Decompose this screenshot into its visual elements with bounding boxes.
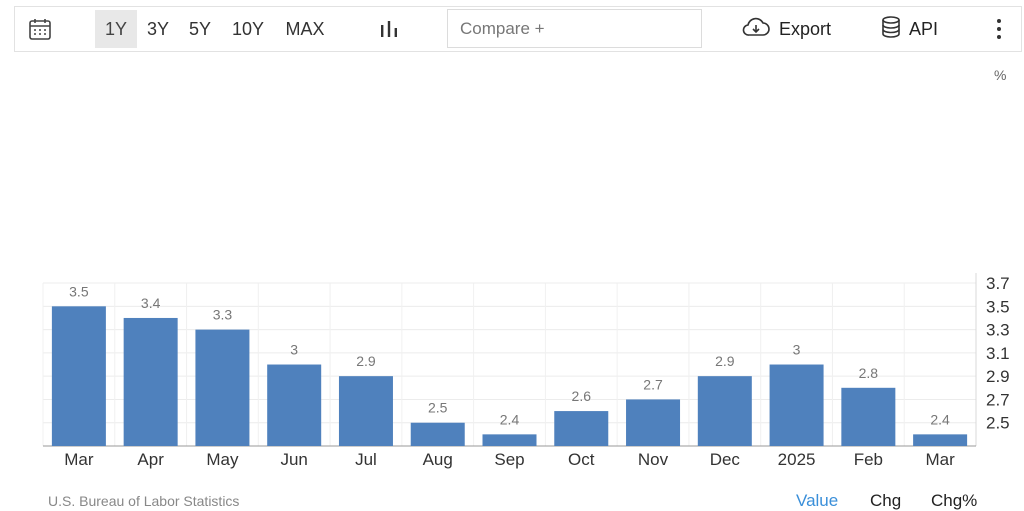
- tab-chg[interactable]: Chg: [870, 491, 902, 510]
- y-tick-label: 2.9: [986, 367, 1010, 386]
- bar: [913, 434, 968, 446]
- bar: [338, 376, 393, 446]
- data-label: 3: [290, 342, 298, 358]
- x-tick-label: May: [206, 450, 239, 469]
- bar: [123, 317, 178, 446]
- bar: [554, 411, 609, 446]
- y-unit-label: %: [994, 67, 1006, 83]
- data-label: 3: [793, 342, 801, 358]
- api-button[interactable]: API: [881, 12, 938, 46]
- x-tick-label: 2025: [778, 450, 816, 469]
- more-vertical-icon[interactable]: [991, 15, 1007, 43]
- range-max-button[interactable]: MAX: [285, 18, 325, 39]
- bar: [482, 434, 537, 446]
- data-label: 2.8: [859, 365, 879, 381]
- data-label: 2.5: [428, 400, 448, 416]
- y-tick-label: 3.7: [986, 274, 1010, 293]
- data-label: 3.4: [141, 295, 161, 311]
- y-tick-label: 3.1: [986, 344, 1010, 363]
- range-10y-button[interactable]: 10Y: [231, 18, 265, 39]
- range-1y-button[interactable]: 1Y: [95, 10, 137, 48]
- y-tick-label: 2.5: [986, 414, 1010, 433]
- x-tick-label: Mar: [64, 450, 94, 469]
- x-tick-label: Apr: [137, 450, 164, 469]
- tab-value[interactable]: Value: [796, 491, 839, 510]
- bar-chart: 3.7 3.5 3.3 3.1 2.9 2.7 2.5% 3.5 Mar 3.4 Apr 3.3 May…: [42, 67, 1010, 469]
- cloud-download-icon: [741, 16, 771, 43]
- source-label: U.S. Bureau of Labor Statistics: [48, 493, 240, 509]
- x-tick-label: Nov: [638, 450, 669, 469]
- bar-chart-icon[interactable]: [377, 17, 401, 41]
- bar: [267, 364, 322, 446]
- bar: [769, 364, 824, 446]
- x-tick-label: Feb: [854, 450, 883, 469]
- export-button[interactable]: Export: [741, 12, 831, 46]
- calendar-icon[interactable]: [27, 16, 53, 42]
- bar: [626, 399, 681, 446]
- api-label: API: [909, 18, 939, 39]
- range-5y-button[interactable]: 5Y: [188, 18, 212, 39]
- x-tick-label: Jul: [355, 450, 377, 469]
- data-label: 3.5: [69, 283, 89, 299]
- data-label: 2.7: [643, 376, 663, 392]
- data-label: 2.4: [930, 411, 950, 427]
- bar: [51, 306, 106, 446]
- x-tick-label: Aug: [423, 450, 453, 469]
- x-tick-label: Mar: [925, 450, 955, 469]
- chart-toolbar: 1Y 3Y 5Y 10Y MAX Compare + Export: [14, 6, 1022, 52]
- x-tick-label: Sep: [494, 450, 524, 469]
- y-tick-label: 2.7: [986, 390, 1010, 409]
- data-label: 3.3: [213, 307, 233, 323]
- range-3y-button[interactable]: 3Y: [146, 18, 170, 39]
- y-tick-label: 3.3: [986, 321, 1010, 340]
- bar: [697, 376, 752, 446]
- compare-input[interactable]: Compare +: [447, 9, 702, 48]
- bar: [195, 329, 250, 446]
- data-label: 2.4: [500, 411, 520, 427]
- chart-area: 3.7 3.5 3.3 3.1 2.9 2.7 2.5% 3.5 Mar 3.4 Apr 3.3 May…: [14, 52, 1024, 511]
- bar: [841, 387, 896, 446]
- data-label: 2.9: [356, 353, 376, 369]
- x-tick-label: Oct: [568, 450, 595, 469]
- x-tick-label: Dec: [710, 450, 741, 469]
- database-icon: [881, 15, 901, 44]
- export-label: Export: [779, 18, 832, 39]
- x-tick-label: Jun: [280, 450, 307, 469]
- bar: [410, 422, 465, 446]
- tab-chg-percent[interactable]: Chg%: [931, 491, 978, 510]
- data-label: 2.9: [715, 353, 735, 369]
- y-tick-label: 3.5: [986, 297, 1010, 316]
- data-label: 2.6: [572, 388, 592, 404]
